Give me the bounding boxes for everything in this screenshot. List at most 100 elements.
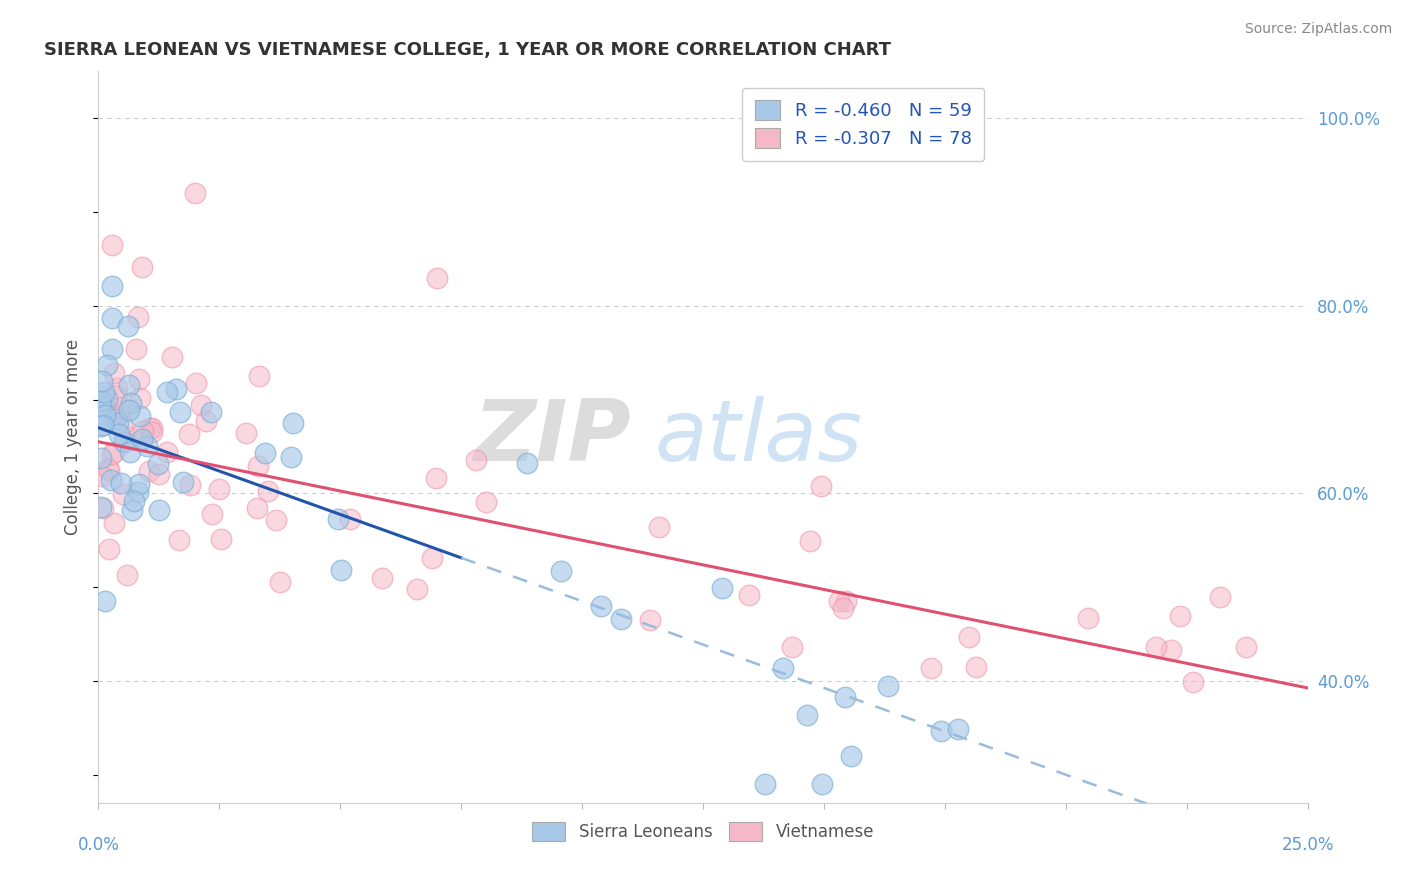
Point xyxy=(190,398,212,412)
Text: Source: ZipAtlas.com: Source: ZipAtlas.com xyxy=(1244,22,1392,37)
Point xyxy=(138,421,160,435)
Point xyxy=(117,319,139,334)
Text: SIERRA LEONEAN VS VIETNAMESE COLLEGE, 1 YEAR OR MORE CORRELATION CHART: SIERRA LEONEAN VS VIETNAMESE COLLEGE, 1 … xyxy=(44,41,891,59)
Point xyxy=(120,430,142,444)
Point xyxy=(105,381,128,395)
Point xyxy=(946,722,969,736)
Point xyxy=(834,593,856,607)
Point xyxy=(810,479,832,493)
Point xyxy=(957,630,980,644)
Point xyxy=(339,512,361,526)
Point xyxy=(426,270,449,285)
Point xyxy=(96,358,118,372)
Point xyxy=(474,494,496,508)
Point xyxy=(108,426,131,441)
Point xyxy=(160,350,183,364)
Point xyxy=(638,613,661,627)
Point xyxy=(281,417,304,431)
Point xyxy=(737,588,759,602)
Point xyxy=(110,405,132,419)
Point xyxy=(97,462,120,476)
Point xyxy=(90,419,112,434)
Point xyxy=(246,500,269,515)
Point xyxy=(828,594,851,608)
Point xyxy=(167,533,190,548)
Point xyxy=(141,425,163,440)
Point xyxy=(647,519,669,533)
Point xyxy=(91,418,114,433)
Point xyxy=(128,372,150,386)
Point xyxy=(112,434,135,449)
Point xyxy=(1077,611,1099,625)
Point xyxy=(118,377,141,392)
Point xyxy=(184,186,207,201)
Point xyxy=(128,476,150,491)
Point xyxy=(148,457,170,471)
Point xyxy=(184,376,207,391)
Point xyxy=(172,475,194,489)
Point xyxy=(328,512,350,526)
Point xyxy=(1182,675,1205,690)
Point xyxy=(876,680,898,694)
Point xyxy=(138,464,160,478)
Point xyxy=(156,445,179,459)
Point xyxy=(610,612,633,626)
Point xyxy=(97,542,120,557)
Point xyxy=(100,473,122,487)
Point xyxy=(209,532,232,546)
Point xyxy=(841,748,863,763)
Point xyxy=(165,382,187,396)
Point xyxy=(772,661,794,675)
Point xyxy=(1209,590,1232,604)
Point xyxy=(464,452,486,467)
Point xyxy=(90,469,112,483)
Point xyxy=(103,366,125,380)
Point xyxy=(101,278,124,293)
Point xyxy=(121,502,143,516)
Point xyxy=(406,582,429,596)
Point xyxy=(101,407,124,421)
Point xyxy=(195,414,218,428)
Point xyxy=(1144,640,1167,655)
Point xyxy=(103,516,125,530)
Point xyxy=(799,534,821,549)
Point xyxy=(112,486,135,500)
Text: atlas: atlas xyxy=(655,395,863,479)
Point xyxy=(122,493,145,508)
Point xyxy=(93,385,115,400)
Point xyxy=(94,408,117,422)
Point xyxy=(120,396,142,410)
Point xyxy=(148,467,170,482)
Point xyxy=(179,427,201,442)
Legend: Sierra Leoneans, Vietnamese: Sierra Leoneans, Vietnamese xyxy=(523,814,883,849)
Point xyxy=(111,418,134,433)
Point xyxy=(253,446,276,460)
Point xyxy=(101,311,124,326)
Point xyxy=(129,391,152,405)
Text: ZIP: ZIP xyxy=(472,395,630,479)
Point xyxy=(90,394,112,409)
Point xyxy=(90,374,112,388)
Point xyxy=(90,500,112,515)
Point xyxy=(811,777,834,791)
Point xyxy=(131,432,153,446)
Point xyxy=(710,582,733,596)
Point xyxy=(516,456,538,470)
Text: 25.0%: 25.0% xyxy=(1281,836,1334,854)
Point xyxy=(1234,640,1257,654)
Point xyxy=(834,690,856,704)
Point xyxy=(249,369,271,384)
Point xyxy=(104,411,127,425)
Point xyxy=(780,640,803,654)
Point xyxy=(1160,642,1182,657)
Point xyxy=(754,777,776,791)
Point xyxy=(246,458,269,473)
Point xyxy=(98,463,121,477)
Point xyxy=(591,599,613,614)
Point xyxy=(179,477,201,491)
Point xyxy=(93,501,115,516)
Point xyxy=(125,342,148,356)
Point xyxy=(127,485,149,500)
Point xyxy=(169,405,191,419)
Point xyxy=(329,563,352,577)
